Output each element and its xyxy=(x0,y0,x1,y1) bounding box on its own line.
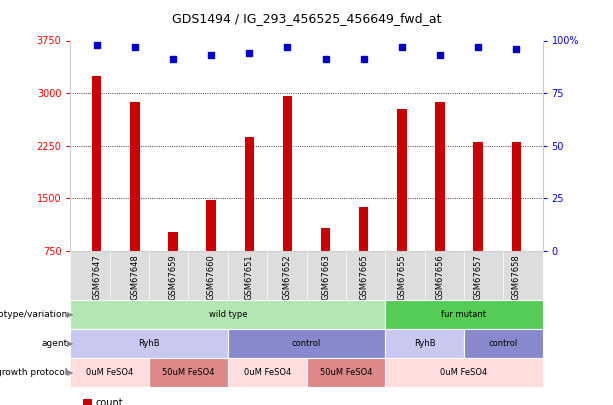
Bar xyxy=(92,76,102,251)
Text: GDS1494 / IG_293_456525_456649_fwd_at: GDS1494 / IG_293_456525_456649_fwd_at xyxy=(172,12,441,25)
Bar xyxy=(321,228,330,251)
Bar xyxy=(245,136,254,251)
Text: ▶: ▶ xyxy=(67,339,74,348)
Text: RyhB: RyhB xyxy=(414,339,435,348)
Text: 0uM FeSO4: 0uM FeSO4 xyxy=(86,368,134,377)
Text: 0uM FeSO4: 0uM FeSO4 xyxy=(440,368,487,377)
Bar xyxy=(435,102,445,251)
Text: growth protocol: growth protocol xyxy=(0,368,67,377)
Text: count: count xyxy=(95,398,123,405)
Text: 50uM FeSO4: 50uM FeSO4 xyxy=(319,368,372,377)
Bar xyxy=(473,142,483,251)
Text: control: control xyxy=(292,339,321,348)
Bar xyxy=(168,232,178,251)
Bar xyxy=(397,109,406,251)
Text: 50uM FeSO4: 50uM FeSO4 xyxy=(162,368,215,377)
Bar xyxy=(283,96,292,251)
Text: genotype/variation: genotype/variation xyxy=(0,310,67,319)
Text: wild type: wild type xyxy=(208,310,247,319)
Text: control: control xyxy=(489,339,518,348)
Bar xyxy=(511,142,521,251)
Text: ▶: ▶ xyxy=(67,310,74,319)
Text: 0uM FeSO4: 0uM FeSO4 xyxy=(243,368,291,377)
Text: fur mutant: fur mutant xyxy=(441,310,486,319)
Bar xyxy=(359,207,368,251)
Bar xyxy=(207,200,216,251)
Bar xyxy=(130,102,140,251)
Text: RyhB: RyhB xyxy=(139,339,160,348)
Text: agent: agent xyxy=(41,339,67,348)
Text: ▶: ▶ xyxy=(67,368,74,377)
